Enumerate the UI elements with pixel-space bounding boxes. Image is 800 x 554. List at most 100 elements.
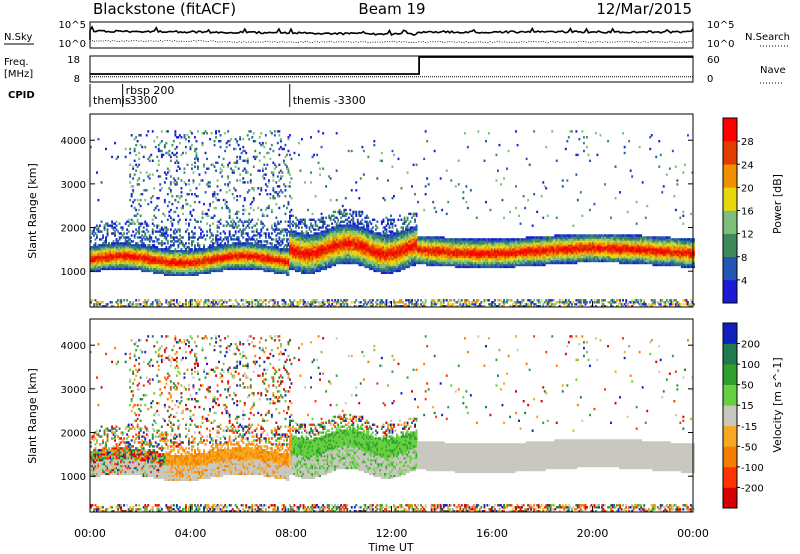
- power-cell: [167, 240, 169, 242]
- power-cell: [220, 146, 222, 148]
- power-cell: [206, 132, 208, 134]
- power-cell: [182, 236, 184, 238]
- power-cell: [285, 221, 287, 223]
- power-cell: [227, 130, 229, 132]
- power-cell: [129, 152, 131, 154]
- power-cell: [147, 230, 149, 232]
- power-cell: [152, 160, 154, 162]
- power-cell: [197, 130, 199, 132]
- power-cell: [102, 234, 104, 236]
- power-cell: [223, 166, 225, 168]
- power-cell: [304, 219, 306, 221]
- power-cell: [152, 130, 154, 132]
- power-cell: [146, 171, 148, 173]
- power-cell: [197, 158, 199, 160]
- power-cell: [158, 164, 160, 166]
- nave-line: [90, 57, 693, 74]
- power-cell: [205, 191, 207, 193]
- power-cell: [209, 228, 211, 230]
- power-cell: [217, 230, 219, 232]
- power-cell: [191, 144, 193, 146]
- power-cell: [360, 177, 362, 179]
- power-cell: [135, 170, 137, 172]
- power-cell: [149, 160, 151, 162]
- power-cell: [188, 179, 190, 181]
- power-cell: [126, 299, 128, 301]
- power-cell: [288, 150, 290, 152]
- power-cell: [247, 232, 249, 234]
- power-cell: [152, 195, 154, 197]
- power-cell: [248, 189, 250, 191]
- power-cell: [150, 236, 152, 238]
- power-cell: [188, 242, 190, 244]
- power-cell: [257, 219, 259, 221]
- power-cell: [334, 211, 336, 213]
- power-cell: [266, 185, 268, 187]
- power-cell: [224, 132, 226, 134]
- power-cell: [360, 301, 362, 303]
- power-cell: [372, 299, 374, 301]
- power-cell: [324, 221, 326, 223]
- power-cell: [372, 226, 374, 228]
- power-cell: [298, 154, 300, 156]
- power-cell: [176, 181, 178, 183]
- power-cell: [193, 179, 195, 181]
- power-cell: [101, 230, 103, 232]
- power-cell: [173, 299, 175, 301]
- power-cell: [271, 144, 273, 146]
- power-cell: [194, 244, 196, 246]
- power-cell: [123, 299, 125, 301]
- freq-label-2: [MHz]: [4, 69, 33, 80]
- power-cell: [253, 166, 255, 168]
- power-cell: [367, 217, 369, 219]
- power-cell: [289, 134, 291, 136]
- power-cell: [217, 185, 219, 187]
- power-cell: [256, 156, 258, 158]
- power-cell: [206, 158, 208, 160]
- power-cell: [158, 160, 160, 162]
- power-cell: [236, 160, 238, 162]
- power-cell: [229, 215, 231, 217]
- power-cell: [215, 207, 217, 209]
- power-cell: [161, 150, 163, 152]
- power-cell: [218, 199, 220, 201]
- power-cell: [152, 228, 154, 230]
- power-cell: [129, 148, 131, 150]
- power-cell: [316, 154, 318, 156]
- power-cell: [128, 230, 130, 232]
- nsky-tick-top: 10^5: [59, 20, 86, 31]
- power-cell: [140, 205, 142, 207]
- power-cell: [193, 171, 195, 173]
- power-cell: [206, 234, 208, 236]
- power-cell: [266, 215, 268, 217]
- power-cell: [187, 228, 189, 230]
- power-cell: [236, 156, 238, 158]
- power-cell: [357, 219, 359, 221]
- power-cell: [134, 223, 136, 225]
- power-cell: [194, 201, 196, 203]
- power-cell: [265, 299, 267, 301]
- power-cell: [315, 195, 317, 197]
- power-cell: [226, 191, 228, 193]
- power-cell: [265, 232, 267, 234]
- power-cell: [355, 211, 357, 213]
- power-cell: [161, 130, 163, 132]
- power-cell: [138, 183, 140, 185]
- power-cell: [179, 301, 181, 303]
- power-cell: [162, 154, 164, 156]
- power-cell: [170, 156, 172, 158]
- power-cell: [150, 201, 152, 203]
- power-cell: [221, 207, 223, 209]
- power-cell: [137, 199, 139, 201]
- power-cell: [265, 134, 267, 136]
- power-cell: [132, 230, 134, 232]
- power-cell: [363, 225, 365, 227]
- power-cell: [185, 138, 187, 140]
- power-cell: [220, 219, 222, 221]
- power-cell: [230, 138, 232, 140]
- power-cell: [164, 215, 166, 217]
- power-cell: [129, 181, 131, 183]
- power-cell: [259, 136, 261, 138]
- power-cell: [184, 168, 186, 170]
- power-cell: [138, 158, 140, 160]
